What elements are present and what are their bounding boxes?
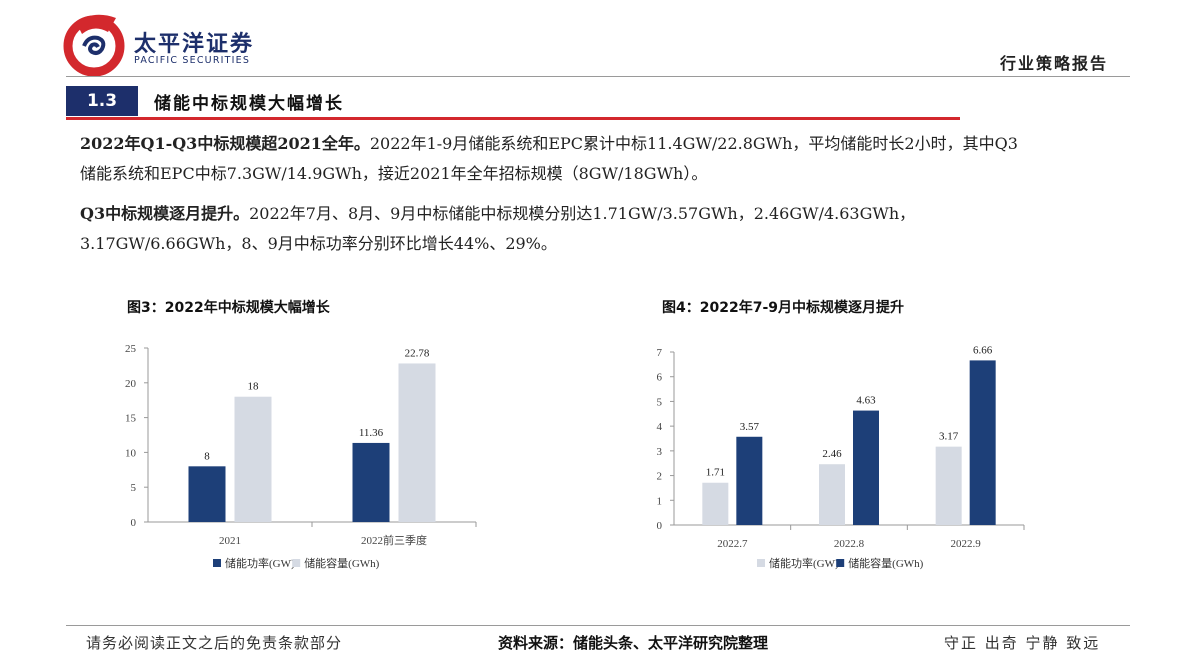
bar-data-label: 8 [204, 450, 210, 462]
bar [234, 396, 272, 522]
bar-data-label: 18 [248, 381, 260, 393]
paragraph-monthly-growth: Q3中标规模逐月提升。2022年7月、8月、9月中标储能中标规模分别达1.71G… [80, 199, 1140, 259]
x-tick-label: 2022.9 [951, 538, 982, 550]
bar [935, 446, 962, 525]
y-tick-label: 0 [657, 520, 663, 532]
bar [969, 360, 996, 525]
paragraph-lead: 2022年Q1-Q3中标规模超2021全年。 [80, 134, 370, 153]
bar [352, 442, 390, 522]
legend-swatch [757, 559, 765, 567]
paragraph-line: 2022年Q1-Q3中标规模超2021全年。2022年1-9月储能系统和EPC累… [80, 129, 1140, 159]
bar [736, 436, 763, 525]
bar-data-label: 4.63 [856, 395, 876, 407]
y-tick-label: 10 [125, 447, 137, 459]
bar-data-label: 2.46 [822, 448, 842, 460]
figure-3-bar-chart: 0 5 10 15 20 25 8 18 2021 11.36 22.78 2022前三季度储能功率(… [125, 343, 477, 570]
pacific-securities-logo [63, 14, 125, 77]
legend-label: 储能功率(GW) [769, 556, 839, 570]
y-tick-label: 15 [125, 413, 137, 425]
bar-data-label: 11.36 [359, 427, 384, 439]
bar [398, 363, 436, 522]
footer-motto: 守正 出奇 宁静 致远 [944, 634, 1101, 652]
y-tick-label: 6 [657, 372, 663, 384]
section-title: 储能中标规模大幅增长 [154, 94, 344, 114]
bar [702, 482, 729, 525]
y-tick-label: 5 [131, 482, 137, 494]
x-tick-label: 2021 [219, 535, 241, 547]
bar [853, 410, 879, 525]
y-tick-label: 7 [657, 347, 663, 359]
paragraph-annual-comparison: 2022年Q1-Q3中标规模超2021全年。2022年1-9月储能系统和EPC累… [80, 129, 1140, 189]
paragraph-lead: Q3中标规模逐月提升。 [80, 204, 250, 223]
figure-3-title: 图3：2022年中标规模大幅增长 [127, 300, 330, 316]
legend-label: 储能功率(GW) [225, 556, 295, 570]
bar-data-label: 22.78 [405, 347, 430, 359]
y-tick-label: 20 [125, 378, 137, 390]
legend-label: 储能容量(GWh) [848, 556, 923, 570]
y-tick-label: 4 [657, 421, 663, 433]
paragraph-text: 2022年1-9月储能系统和EPC累计中标11.4GW/22.8GWh，平均储能… [369, 134, 1018, 153]
x-tick-label: 2022前三季度 [361, 533, 427, 547]
section-underline [66, 117, 960, 120]
bar-data-label: 1.71 [706, 467, 725, 479]
y-tick-label: 2 [657, 471, 663, 483]
brand-name-cn: 太平洋证券 [134, 32, 255, 57]
y-tick-label: 1 [657, 495, 663, 507]
legend-label: 储能容量(GWh) [304, 556, 379, 570]
x-tick-label: 2022.7 [717, 538, 748, 550]
x-tick-label: 2022.8 [834, 538, 865, 550]
bar-data-label: 6.66 [973, 344, 993, 356]
y-tick-label: 3 [657, 446, 663, 458]
paragraph-text: 2022年7月、8月、9月中标储能中标规模分别达1.71GW/3.57GWh，2… [249, 204, 916, 223]
legend-swatch [213, 559, 221, 567]
legend-swatch [292, 559, 301, 567]
y-tick-label: 0 [131, 517, 137, 529]
paragraph-line: Q3中标规模逐月提升。2022年7月、8月、9月中标储能中标规模分别达1.71G… [80, 199, 1140, 229]
y-tick-label: 5 [657, 396, 663, 408]
paragraph-line: 储能系统和EPC中标7.3GW/14.9GWh，接近2021年全年招标规模（8G… [80, 164, 708, 183]
legend-swatch [836, 559, 845, 567]
figure-4-bar-chart: 0 1 2 3 4 5 6 7 1.71 3.57 2022.7 2.46 4.63 2022.8 3.17… [657, 344, 1025, 570]
paragraph-line: 3.17GW/6.66GWh，8、9月中标功率分别环比增长44%、29%。 [80, 234, 557, 253]
bar [819, 464, 845, 525]
brand-name-en: PACIFIC SECURITIES [134, 55, 251, 66]
report-type-label: 行业策略报告 [1000, 54, 1109, 73]
bar-data-label: 3.57 [740, 421, 760, 433]
bar-data-label: 3.17 [939, 431, 959, 443]
section-number: 1.3 [66, 86, 138, 116]
y-tick-label: 25 [125, 343, 137, 355]
footer-source: 资料来源：储能头条、太平洋研究院整理 [498, 634, 769, 652]
figure-4-title: 图4：2022年7-9月中标规模逐月提升 [662, 300, 904, 316]
bar [188, 466, 226, 522]
footer-disclaimer: 请务必阅读正文之后的免责条款部分 [86, 634, 343, 652]
footer-divider [66, 625, 1130, 626]
header-divider [66, 76, 1130, 77]
